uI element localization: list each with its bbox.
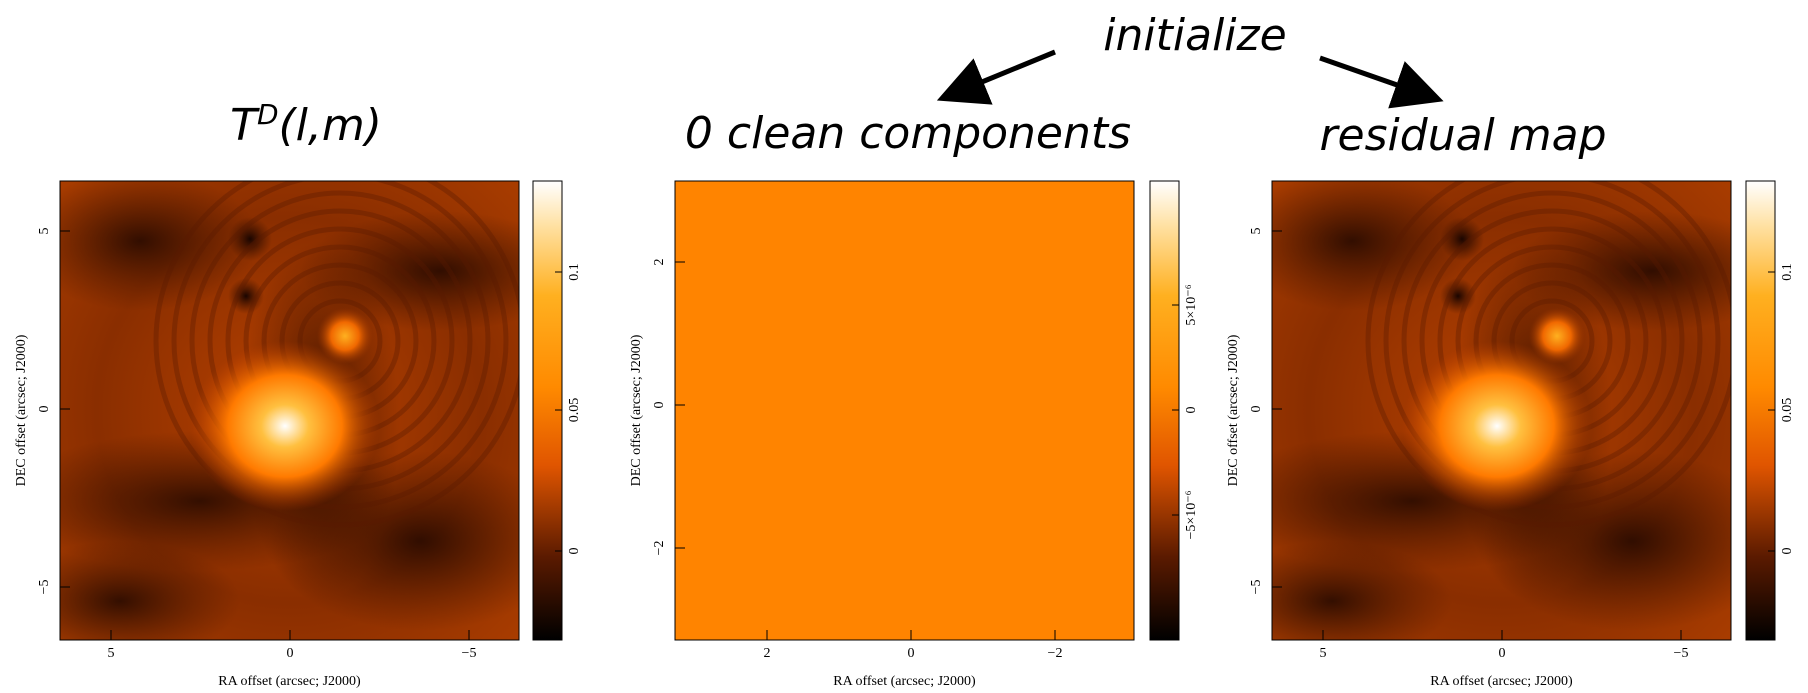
y-tick-label: −5 <box>1249 580 1264 595</box>
dark-region <box>20 171 260 311</box>
source <box>1529 308 1585 364</box>
y-tick-label: −5 <box>37 580 52 595</box>
panel: residual map 0.1 0.05 0 5 0 −5 5 0 −5 RA offset (a… <box>1212 110 1795 689</box>
y-tick-label: 5 <box>1249 228 1264 235</box>
dark-region <box>1232 171 1472 311</box>
panel: 0 clean components 5×10⁻⁶ 0 −5×10⁻⁶ 2 0 −2 2 0 −2… <box>629 108 1199 689</box>
y-tick-label: 0 <box>37 406 52 413</box>
arrow <box>1320 58 1420 93</box>
title-part: (l,m) <box>279 100 382 151</box>
x-tick-label: 0 <box>287 646 294 661</box>
y-tick-label: −2 <box>652 541 667 556</box>
y-tick-label: 0 <box>652 402 667 409</box>
y-axis-label: DEC offset (arcsec; J2000) <box>14 334 29 486</box>
x-tick-label: 0 <box>1499 646 1506 661</box>
x-axis-label: RA offset (arcsec; J2000) <box>833 674 976 689</box>
colorbar-tick-label: 0.05 <box>567 398 582 423</box>
x-tick-label: 5 <box>108 646 115 661</box>
slide: initialize TD(l,m) 0.1 0.05 0 5 0 −5 5 0 −5 RA off… <box>0 0 1808 693</box>
x-tick-label: −2 <box>1048 646 1063 661</box>
colorbar-tick-label: 0.1 <box>567 263 582 281</box>
source <box>1402 341 1592 511</box>
panel-title: TD(l,m) <box>230 98 382 151</box>
dark-region <box>0 541 240 661</box>
source <box>317 308 373 364</box>
title-part: D <box>257 98 279 131</box>
y-tick-label: 2 <box>652 259 667 266</box>
title-part: T <box>230 100 260 151</box>
panel: TD(l,m) 0.1 0.05 0 5 0 −5 5 0 −5 RA offset (arcsec… <box>0 98 582 689</box>
x-tick-label: −5 <box>462 646 477 661</box>
x-axis-label: RA offset (arcsec; J2000) <box>1430 674 1573 689</box>
image <box>0 157 580 661</box>
x-tick-label: 5 <box>1320 646 1327 661</box>
colorbar-tick-label: 0.05 <box>1780 398 1795 423</box>
title-part: 0 clean components <box>685 108 1131 159</box>
image <box>675 181 1134 640</box>
colorbar-tick-label: 0 <box>567 548 582 555</box>
colorbar-tick-label: 0 <box>1780 548 1795 555</box>
header-title: initialize <box>1103 10 1286 61</box>
colorbar-tick-label: 0.1 <box>1780 263 1795 281</box>
x-tick-label: 0 <box>908 646 915 661</box>
panel-title: residual map <box>1319 110 1606 161</box>
dark-region <box>1212 541 1452 661</box>
colorbar-tick-label: 0 <box>1184 407 1199 414</box>
panel-title: 0 clean components <box>685 108 1131 159</box>
x-tick-label: 2 <box>764 646 771 661</box>
y-axis-label: DEC offset (arcsec; J2000) <box>1226 334 1241 486</box>
title-part: residual map <box>1319 110 1606 161</box>
source <box>190 341 380 511</box>
colorbar-tick-label: 5×10⁻⁶ <box>1184 284 1199 325</box>
image-bg <box>675 181 1134 640</box>
y-tick-label: 0 <box>1249 406 1264 413</box>
x-axis-label: RA offset (arcsec; J2000) <box>218 674 361 689</box>
image <box>1212 157 1792 661</box>
arrow <box>960 52 1055 91</box>
x-tick-label: −5 <box>1674 646 1689 661</box>
y-tick-label: 5 <box>37 228 52 235</box>
y-axis-label: DEC offset (arcsec; J2000) <box>629 334 644 486</box>
colorbar-tick-label: −5×10⁻⁶ <box>1184 490 1199 539</box>
